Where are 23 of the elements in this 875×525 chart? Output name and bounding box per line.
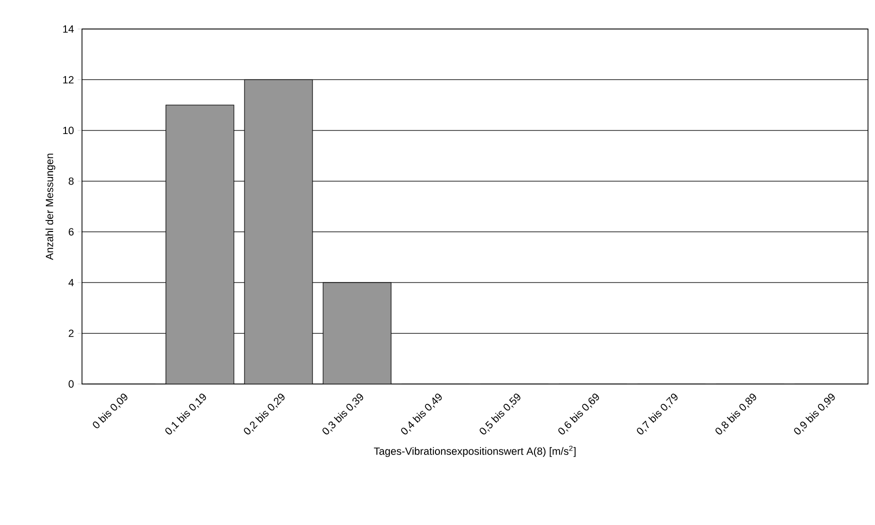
x-tick-label: 0 bis 0,09 [92,394,128,428]
x-tick-label: 0,4 bis 0,49 [401,394,442,434]
x-tick-label: 0,7 bis 0,79 [636,394,678,434]
x-tick-label: 0,3 bis 0,39 [322,394,364,434]
bar [166,104,234,384]
y-tick-label: 6 [68,228,74,236]
y-tick-label: 2 [68,330,74,337]
y-tick-label: 0 [68,380,74,388]
x-tick-label: 0,5 bis 0,59 [480,394,520,434]
bar [322,282,392,384]
x-tick-label: 0,1 bis 0,19 [165,394,206,434]
x-tick-label: 0,6 bis 0,69 [558,394,599,434]
x-axis-title: Tages-Vibrationsexpositionswert A(8) [m/s$^{2}$] [374,446,576,457]
y-tick-label: 14 [63,25,74,33]
y-axis-title: Anzahl der Messungen [46,154,56,260]
y-tick-label: 8 [68,177,74,185]
y-tick-label: 12 [63,76,74,84]
x-tick-label: 0,8 bis 0,89 [716,394,756,434]
y-tick-label: 4 [68,278,74,286]
x-tick-label: 0,2 bis 0,29 [244,394,285,434]
x-tick-label: 0,9 bis 0,99 [794,394,835,434]
bar [244,79,313,384]
y-tick-label: 10 [63,126,74,134]
